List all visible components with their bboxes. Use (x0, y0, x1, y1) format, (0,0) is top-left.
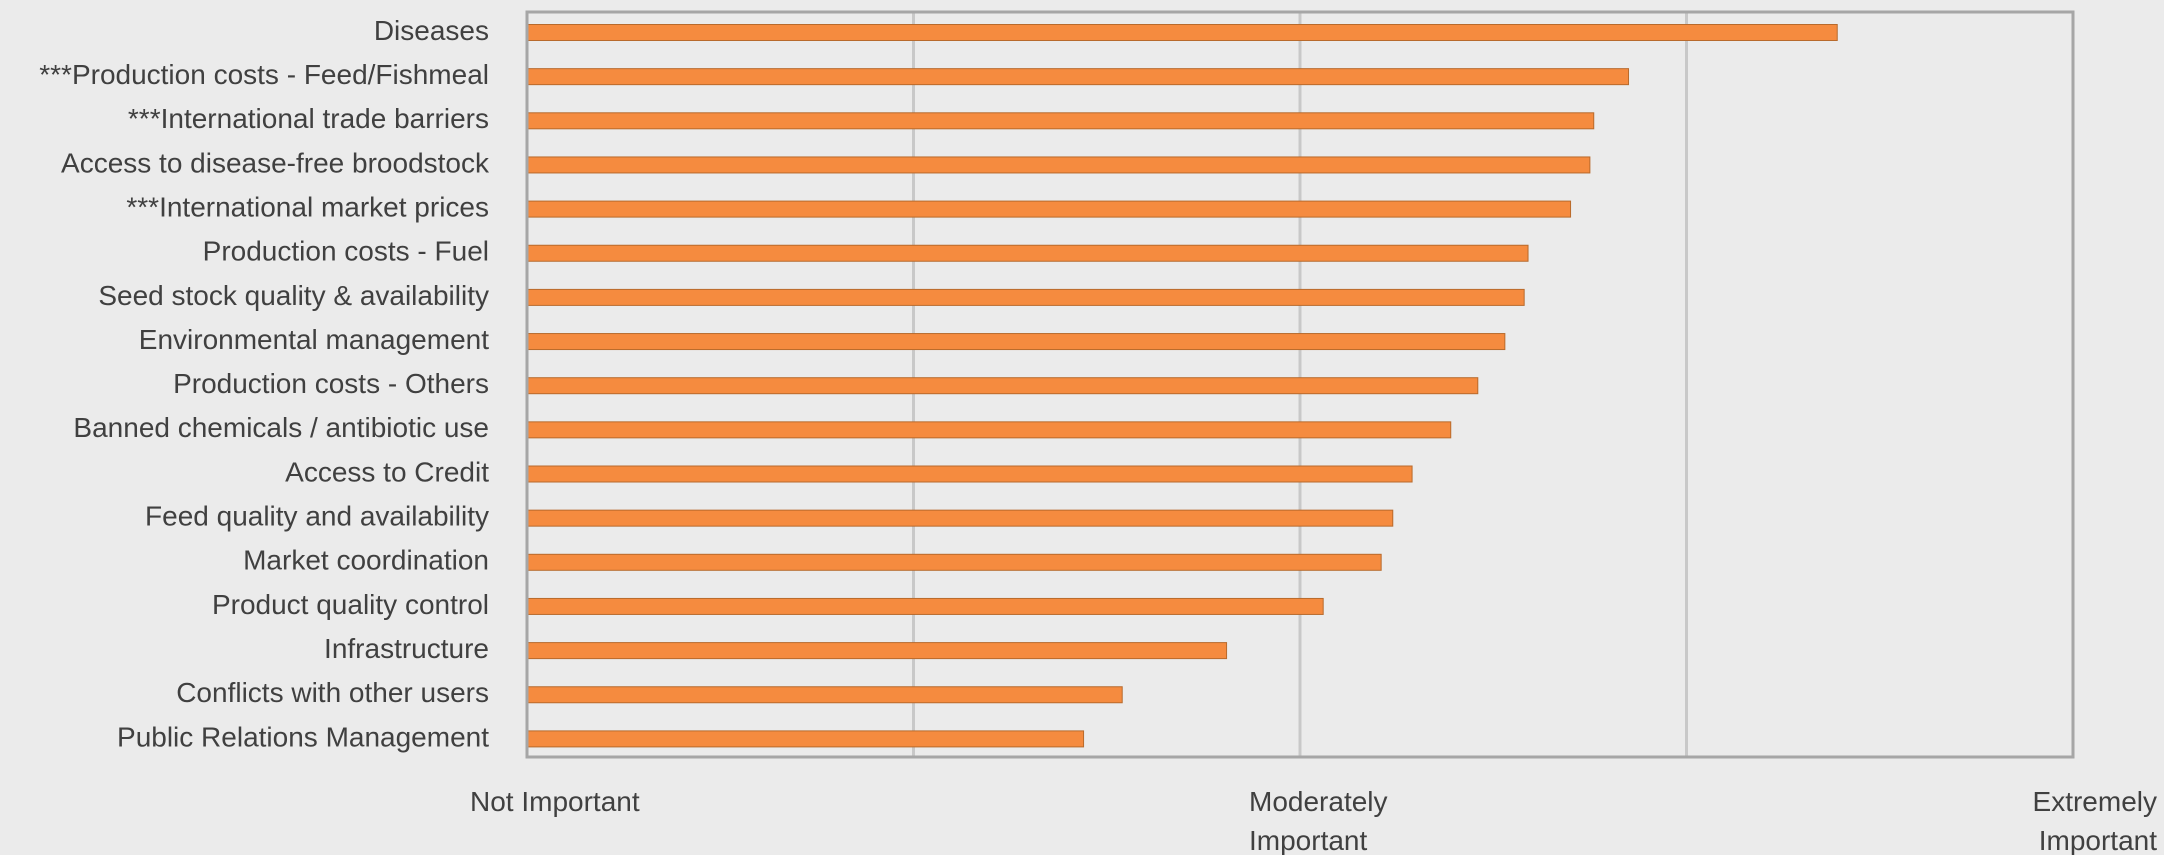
category-label: Production costs - Others (173, 368, 489, 399)
bar (526, 112, 1595, 130)
category-labels: Diseases ***Production costs - Feed/Fishm… (39, 15, 490, 752)
bar (526, 553, 1382, 571)
category-label: Environmental management (139, 324, 489, 355)
bar (526, 377, 1479, 395)
category-label: Access to Credit (285, 456, 489, 487)
bar (526, 200, 1572, 218)
category-label: Conflicts with other users (176, 677, 489, 708)
category-label: Feed quality and availability (145, 501, 489, 532)
bar (526, 288, 1525, 306)
category-label: Access to disease-free broodstock (61, 147, 490, 178)
bar (526, 421, 1452, 439)
bar (526, 597, 1324, 615)
bar (526, 686, 1123, 704)
bar (526, 465, 1413, 483)
bar (526, 730, 1085, 748)
bars (526, 24, 1838, 748)
category-label: Infrastructure (324, 633, 489, 664)
category-label: ***International market prices (126, 191, 489, 222)
category-label: Diseases (374, 15, 489, 46)
x-tick-label: Not Important (470, 786, 640, 817)
bar (526, 642, 1228, 660)
category-label: Public Relations Management (117, 721, 489, 752)
x-axis-labels: Not Important Moderately Important Extremel… (470, 786, 2157, 855)
category-label: Market coordination (243, 545, 489, 576)
bar (526, 24, 1838, 41)
bar (526, 333, 1506, 351)
x-tick-label: Extremely (2033, 786, 2157, 817)
category-label: ***International trade barriers (128, 103, 489, 134)
bar (526, 509, 1394, 527)
category-label: Production costs - Fuel (203, 236, 489, 267)
bar (526, 244, 1529, 262)
bar (526, 156, 1591, 174)
x-tick-label: Moderately (1249, 786, 1388, 817)
bar (526, 68, 1630, 86)
plot-frame (525, 10, 2075, 759)
category-label: Seed stock quality & availability (98, 280, 489, 311)
x-tick-label: Important (1249, 825, 1367, 855)
category-label: ***Production costs - Feed/Fishmeal (39, 59, 489, 90)
x-tick-label: Important (2039, 825, 2157, 855)
category-label: Product quality control (212, 589, 489, 620)
category-label: Banned chemicals / antibiotic use (73, 412, 489, 443)
